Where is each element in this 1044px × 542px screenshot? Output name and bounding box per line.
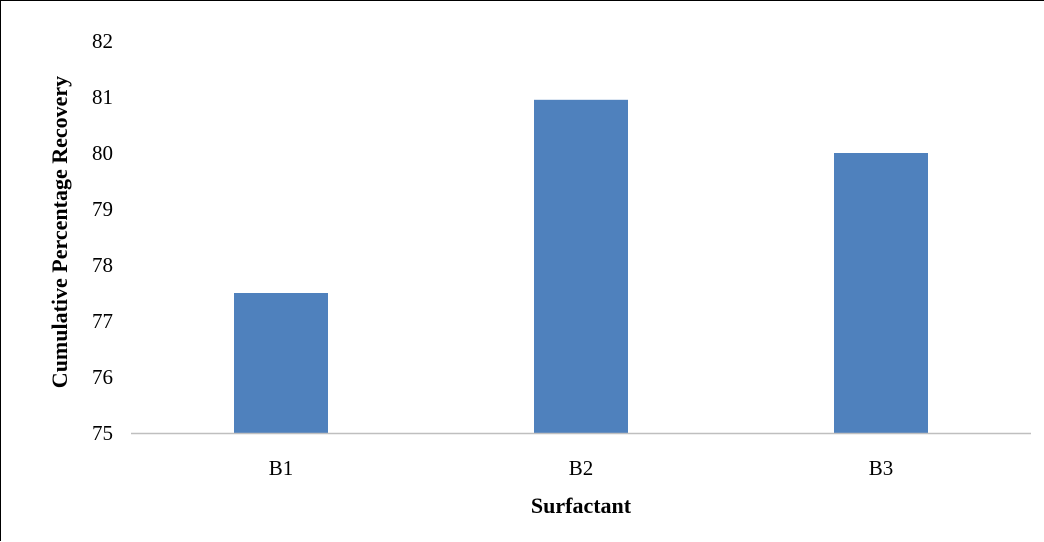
x-axis-title: Surfactant: [531, 493, 632, 518]
y-tick-label: 79: [92, 197, 113, 221]
x-tick-label: B3: [869, 456, 894, 480]
y-tick-label: 77: [92, 309, 113, 333]
bars: [234, 99, 928, 434]
y-tick-label: 78: [92, 253, 113, 277]
y-axis-title: Cumulative Percentage Recovery: [47, 76, 72, 388]
x-tick-label: B1: [269, 456, 294, 480]
y-tick-label: 76: [92, 365, 113, 389]
y-tick-label: 80: [92, 141, 113, 165]
y-axis-ticks: 75 76 77 78 79 80 81 82: [92, 29, 113, 445]
bar-b3: [834, 153, 928, 433]
bar-b2: [534, 99, 628, 434]
y-tick-label: 82: [92, 29, 113, 53]
x-axis-ticks: B1 B2 B3: [269, 456, 894, 480]
bar-b1: [234, 293, 328, 433]
x-tick-label: B2: [569, 456, 594, 480]
y-tick-label: 75: [92, 421, 113, 445]
y-tick-label: 81: [92, 85, 113, 109]
